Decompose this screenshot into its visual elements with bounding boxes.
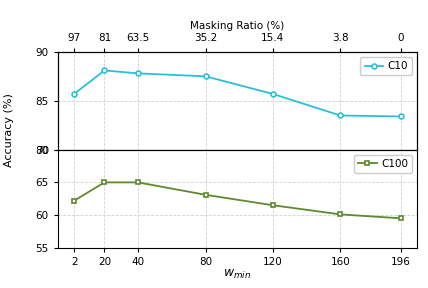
C10 bbox=[338, 114, 343, 117]
Legend: C10: C10 bbox=[360, 57, 412, 75]
C10 bbox=[102, 69, 107, 72]
Line: C10: C10 bbox=[72, 68, 403, 119]
C10 bbox=[71, 92, 77, 96]
C10 bbox=[136, 72, 141, 75]
C100 bbox=[203, 193, 208, 196]
Text: Accuracy (%): Accuracy (%) bbox=[3, 93, 14, 166]
Legend: C100: C100 bbox=[354, 155, 412, 173]
X-axis label: $w_{min}$: $w_{min}$ bbox=[223, 268, 252, 281]
C10 bbox=[398, 115, 404, 118]
C10 bbox=[203, 75, 208, 78]
Line: C100: C100 bbox=[72, 180, 403, 221]
C10 bbox=[270, 92, 276, 96]
C100 bbox=[338, 213, 343, 216]
C100 bbox=[71, 199, 77, 202]
X-axis label: Masking Ratio (%): Masking Ratio (%) bbox=[190, 21, 285, 31]
C100 bbox=[136, 181, 141, 184]
C100 bbox=[102, 181, 107, 184]
C100 bbox=[270, 204, 276, 207]
C100 bbox=[398, 217, 404, 220]
